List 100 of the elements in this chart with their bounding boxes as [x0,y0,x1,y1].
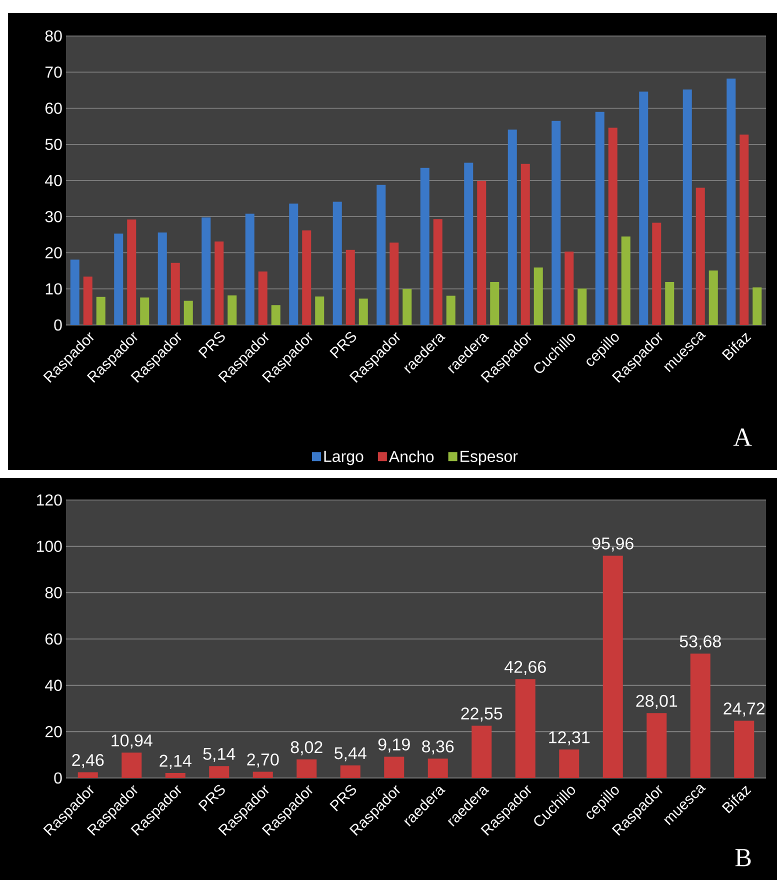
data-label: 9,19 [378,738,410,753]
bar [271,305,280,325]
bar [214,242,224,325]
bar [122,752,142,778]
y-tick-label: 100 [36,540,62,552]
bar [140,298,150,325]
bar [402,288,412,325]
bar [734,720,754,778]
bar [83,276,92,325]
data-label: 22,55 [461,708,502,722]
bar [621,236,630,325]
bar [690,654,710,778]
bar [433,219,442,325]
y-tick-label: 0 [54,772,62,784]
data-label: 10,94 [112,734,152,748]
data-label: 12,31 [549,731,590,746]
text: B [735,849,751,866]
y-tick-label: 40 [45,680,62,691]
bar [127,220,136,325]
y-tick-label: 60 [45,102,62,114]
bar [346,250,355,325]
bar [490,282,500,325]
data-label: 28,01 [636,694,678,709]
bar [595,112,604,325]
text: A [733,428,752,446]
bar [665,282,674,325]
data-label: 2,46 [72,754,104,768]
bar [170,262,180,325]
bar [428,758,448,778]
data-label: 24,72 [724,702,765,717]
bar [228,295,237,325]
bar [340,765,360,778]
bar [384,756,404,778]
bar [696,188,705,325]
data-label: 5,14 [203,748,236,762]
data-label: 2,14 [160,754,192,769]
bar [184,300,193,325]
y-tick-label: 20 [45,247,62,258]
bar [209,766,230,778]
y-tick-label: 60 [45,633,62,645]
y-tick-label: 0 [54,319,62,331]
bar [252,772,273,778]
legend-label: Espesor [460,450,518,466]
bar [202,217,211,325]
bar [315,296,324,325]
y-tick-label: 40 [45,174,62,186]
bar [520,164,530,325]
bar [332,202,342,325]
y-tick-label: 80 [45,587,62,598]
legend-label: Largo [324,450,364,466]
y-tick-label: 30 [45,210,62,222]
bar [652,222,662,325]
bar [296,759,317,778]
bar [564,252,574,325]
bar [420,168,430,325]
bar [258,272,268,325]
bar [245,214,254,325]
bar [390,242,399,325]
bar [302,230,312,325]
y-tick-label: 20 [45,726,62,738]
bar [708,270,718,325]
bar [534,268,543,325]
bar [578,288,587,325]
bar [608,128,618,325]
bar [289,204,298,325]
y-tick-label: 120 [36,494,62,506]
bar [158,232,167,325]
bar [477,180,486,325]
data-label: 8,02 [290,741,322,756]
bar [165,773,186,778]
bar [78,772,98,778]
bar [740,134,749,325]
bar [515,679,536,778]
data-label: 2,70 [247,753,279,768]
bar [639,92,648,325]
bar [508,130,517,325]
data-label: 53,68 [680,635,721,650]
y-tick-label: 70 [45,66,62,78]
bar [446,296,456,325]
bar [682,89,692,325]
bar [726,78,736,325]
bar [552,120,561,325]
bar [646,713,667,778]
data-label: 42,66 [504,660,546,675]
data-label: 8,36 [422,740,454,754]
data-label: 5,44 [334,747,366,762]
data-label: 95,96 [592,537,634,552]
bar [376,184,386,325]
bar [114,234,124,325]
legend-label: Ancho [388,450,434,462]
bar [472,726,492,778]
y-tick-label: 50 [45,138,62,150]
bar [358,298,368,325]
bar [752,287,762,325]
bar [559,749,580,778]
bar [602,556,623,778]
bar [96,296,106,325]
bar [70,260,80,325]
bar [464,162,474,325]
y-tick-label: 10 [46,283,62,295]
